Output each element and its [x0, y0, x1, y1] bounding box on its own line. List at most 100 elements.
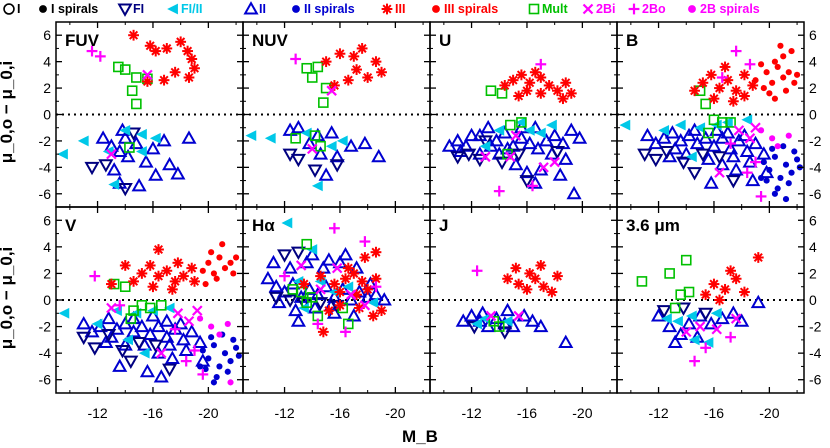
data-point-iii [340, 273, 351, 285]
data-point-ii [290, 313, 306, 327]
data-point-fiii [336, 135, 348, 147]
data-point-fiii [685, 151, 697, 163]
data-point-mult [516, 117, 527, 128]
data-point-iii [356, 276, 368, 287]
data-point-ii [723, 140, 739, 155]
y-tick-label: 2 [43, 265, 51, 281]
data-point-iii [739, 286, 750, 298]
data-point-iii [747, 80, 759, 91]
data-point-fi [117, 183, 133, 197]
data-point-ii [639, 127, 656, 142]
data-point-iii [189, 62, 200, 74]
data-point-iii [186, 53, 198, 65]
data-point-iii [351, 289, 362, 301]
panel-nuv: NUV [242, 21, 431, 208]
data-point-ii [159, 329, 175, 343]
data-point-fi [725, 175, 741, 189]
data-point-ii [112, 358, 128, 372]
data-point-iisp [782, 195, 790, 203]
data-point-ii [103, 329, 119, 343]
data-point-ii [450, 133, 466, 147]
y-tick-label: 2 [43, 80, 51, 96]
panel-label: Hα [252, 216, 275, 235]
data-point-ii [145, 140, 161, 155]
data-point-iisp [791, 148, 798, 155]
data-point-ii [173, 316, 189, 330]
data-point-fiii [108, 179, 120, 190]
data-point-ii [268, 278, 284, 293]
data-point-mult [703, 127, 714, 139]
data-point-iisp [785, 180, 792, 187]
data-point-iii [376, 305, 387, 317]
data-point-fi [497, 326, 513, 340]
data-point-2bi [183, 315, 195, 327]
data-point-iiisp [791, 79, 798, 86]
data-point-fi [307, 164, 323, 178]
data-point-iii [161, 43, 173, 54]
data-point-iii [317, 326, 329, 338]
data-point-fi [148, 339, 164, 354]
data-point-fiii [281, 217, 293, 229]
data-point-mult [128, 305, 139, 316]
y-tick-label: -6 [39, 186, 52, 202]
data-point-iisp [774, 185, 781, 192]
data-point-iisp [760, 158, 767, 166]
legend-label-2bo: 2Bo [642, 2, 666, 16]
data-point-fiii [163, 302, 175, 314]
data-point-iisp [788, 169, 795, 176]
data-point-2bi [326, 85, 337, 96]
data-point-ii [195, 353, 211, 367]
data-point-fiii [300, 127, 312, 139]
data-point-iisp [216, 363, 223, 370]
data-point-ii [138, 154, 154, 168]
data-point-2bi [694, 321, 706, 332]
data-point-iii [348, 268, 360, 279]
data-point-ii [329, 148, 345, 163]
legend-label-isp: I spirals [51, 2, 98, 16]
data-point-2bi [711, 323, 723, 335]
data-point-iii [182, 45, 193, 57]
legend-label-iii: III [395, 2, 405, 16]
data-point-ii [745, 172, 761, 187]
data-point-iiisp [219, 241, 226, 248]
data-point-fi [659, 146, 675, 160]
data-point-iii [708, 278, 720, 290]
data-point-iii [342, 262, 354, 274]
data-point-2bo [730, 45, 742, 57]
data-point-2bo [86, 45, 98, 57]
data-point-2bo [471, 265, 483, 277]
y-axis-title-top: μ_0,o − μ_0,i [0, 61, 16, 164]
data-point-mult [309, 130, 321, 141]
data-point-fi [98, 159, 114, 173]
data-point-2bi [744, 133, 756, 144]
data-point-iii [153, 244, 164, 255]
data-point-iisp [782, 161, 790, 168]
data-point-fi [466, 321, 482, 335]
data-point-fiii [342, 281, 354, 293]
data-point-2bo [94, 50, 106, 62]
data-point-fiii [306, 244, 318, 255]
data-point-fi [477, 135, 493, 149]
data-point-ii [326, 289, 342, 303]
data-point-fiii [688, 334, 700, 346]
data-point-fiii [122, 334, 133, 346]
data-point-ii [290, 119, 306, 134]
data-point-mult [131, 98, 142, 110]
data-point-iii [106, 278, 117, 290]
data-point-fi [84, 161, 100, 176]
data-point-ii [131, 177, 147, 192]
data-point-iii [727, 95, 739, 107]
legend-label-fi: FI [133, 2, 144, 16]
x-tick-label: -20 [198, 405, 218, 421]
data-point-ii [101, 310, 117, 325]
data-point-ii [703, 316, 719, 330]
data-point-fi [656, 305, 672, 319]
data-point-iii [557, 93, 569, 105]
data-point-ii [301, 281, 318, 295]
data-point-iiisp [216, 254, 223, 261]
data-point-fi [648, 153, 664, 168]
data-point-iiisp [227, 259, 234, 266]
data-point-iii [521, 85, 533, 97]
data-point-ii [95, 130, 111, 144]
